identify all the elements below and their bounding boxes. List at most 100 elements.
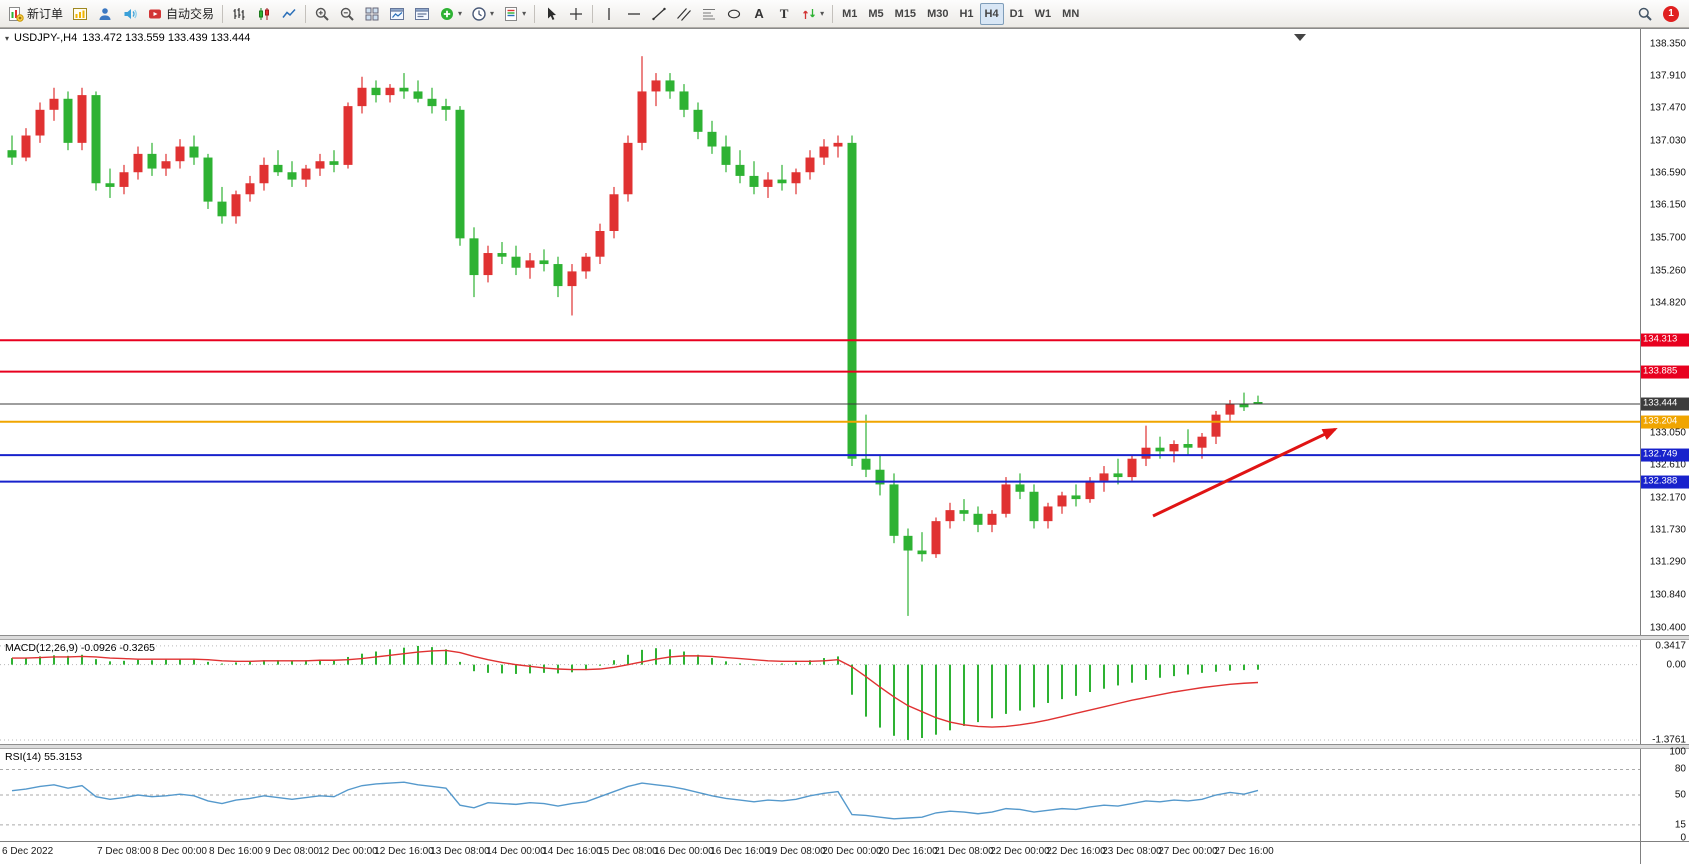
- timeframe-button-m30[interactable]: M30: [922, 3, 953, 25]
- horizontal-line-button[interactable]: [622, 3, 646, 25]
- charts-button[interactable]: [68, 3, 92, 25]
- text-label-button[interactable]: T: [772, 3, 796, 25]
- speaker-icon: [122, 6, 138, 22]
- chart-marker-icon: ▾: [5, 33, 10, 43]
- tile-windows-button[interactable]: [360, 3, 384, 25]
- crosshair-button[interactable]: [564, 3, 588, 25]
- price-tick: 135.260: [1649, 265, 1686, 277]
- fibonacci-button[interactable]: [697, 3, 721, 25]
- macd-label: MACD(12,26,9) -0.0926 -0.3265: [5, 642, 155, 654]
- price-badge: 132.749: [1641, 448, 1689, 462]
- rsi-chart: [0, 768, 1640, 826]
- timeframe-button-d1[interactable]: D1: [1005, 3, 1029, 25]
- chart-title: ▾ USDJPY-,H4 133.472 133.559 133.439 133…: [5, 32, 250, 44]
- time-label: 20 Dec 00:00: [822, 846, 882, 857]
- time-label: 16 Dec 00:00: [654, 846, 714, 857]
- text-icon: A: [754, 6, 764, 21]
- horizontal-line-icon: [626, 6, 642, 22]
- line-chart-type-button[interactable]: [277, 3, 301, 25]
- zoom-in-button[interactable]: [310, 3, 334, 25]
- timeframe-button-m15[interactable]: M15: [890, 3, 921, 25]
- ohlc-values: 133.472 133.559 133.439 133.444: [82, 32, 251, 44]
- bar-chart-type-icon: [231, 6, 247, 22]
- price-tick: 130.840: [1649, 589, 1686, 601]
- time-label: 21 Dec 08:00: [934, 846, 994, 857]
- rsi-plot[interactable]: RSI(14) 55.3153: [0, 749, 1640, 841]
- time-label: 6 Dec 2022: [2, 846, 54, 857]
- price-badge: 133.444: [1641, 397, 1689, 411]
- arrows-icon: [801, 6, 817, 22]
- candlestick-chart: [0, 34, 1640, 616]
- indicators-button[interactable]: ▾: [435, 3, 466, 25]
- price-tick: 133.050: [1649, 427, 1686, 439]
- rsi-axis[interactable]: 100 80 50 15 0: [1640, 747, 1689, 844]
- arrows-button[interactable]: ▾: [797, 3, 828, 25]
- chart-profiles-icon: [414, 6, 430, 22]
- toolbar-separator: [222, 4, 224, 23]
- time-axis[interactable]: 6 Dec 2022 7 Dec 08:00 8 Dec 00:00 8 Dec 16…: [0, 841, 1689, 864]
- profile-icon: [97, 6, 113, 22]
- bar-chart-type-button[interactable]: [227, 3, 251, 25]
- timeframe-button-m1[interactable]: M1: [837, 3, 862, 25]
- new-order-label: 新订单: [27, 7, 64, 21]
- price-badge: 133.204: [1641, 415, 1689, 429]
- timeframe-button-h1[interactable]: H1: [954, 3, 978, 25]
- time-label: 15 Dec 08:00: [598, 846, 658, 857]
- main-chart-plot[interactable]: ▾ USDJPY-,H4 133.472 133.559 133.439 133…: [0, 29, 1640, 635]
- text-button[interactable]: A: [747, 3, 771, 25]
- time-label: 7 Dec 08:00: [97, 846, 151, 857]
- time-label: 9 Dec 08:00: [265, 846, 319, 857]
- auto-trading-button[interactable]: 自动交易: [143, 3, 218, 25]
- panel-divider[interactable]: [0, 635, 1689, 640]
- shapes-icon: [726, 6, 742, 22]
- rsi-tick: 0: [1680, 832, 1686, 844]
- periods-button[interactable]: ▾: [467, 3, 498, 25]
- price-tick: 137.470: [1649, 102, 1686, 114]
- time-label: 23 Dec 08:00: [1102, 846, 1162, 857]
- new-chart-icon: [389, 6, 405, 22]
- new-chart-button[interactable]: [385, 3, 409, 25]
- timeframe-button-m5[interactable]: M5: [863, 3, 888, 25]
- price-tick: 136.590: [1649, 167, 1686, 179]
- search-button[interactable]: [1633, 3, 1657, 25]
- shapes-button[interactable]: [722, 3, 746, 25]
- toolbar-separator: [592, 4, 594, 23]
- channel-button[interactable]: [672, 3, 696, 25]
- price-tick: 138.350: [1649, 38, 1686, 50]
- profile-button[interactable]: [93, 3, 117, 25]
- new-order-button[interactable]: 新订单: [4, 3, 67, 25]
- price-axis[interactable]: 138.350 137.910 137.470 137.030 136.590 136.1…: [1640, 29, 1689, 635]
- cursor-button[interactable]: [539, 3, 563, 25]
- candlestick-type-button[interactable]: [252, 3, 276, 25]
- timeframe-button-w1[interactable]: W1: [1030, 3, 1057, 25]
- zoom-out-icon: [339, 6, 355, 22]
- price-tick: 137.030: [1649, 135, 1686, 147]
- timeframe-button-h4[interactable]: H4: [979, 2, 1004, 25]
- auto-trading-label: 自动交易: [166, 7, 215, 21]
- price-badge: 134.313: [1641, 333, 1689, 347]
- templates-button[interactable]: ▾: [499, 3, 530, 25]
- macd-axis[interactable]: 0.3417 0.00 -1.3761: [1640, 640, 1689, 746]
- timeframe-button-mn[interactable]: MN: [1057, 3, 1084, 25]
- toolbar: 新订单 自动交易 ▾ ▾ ▾ A T ▾ M1 M5 M15 M30 H1 H4…: [0, 0, 1689, 28]
- time-label: 19 Dec 08:00: [766, 846, 826, 857]
- toolbar-separator: [534, 4, 536, 23]
- chart-profiles-button[interactable]: [410, 3, 434, 25]
- macd-tick: -1.3761: [1652, 734, 1686, 746]
- auto-trading-icon: [147, 6, 163, 22]
- panel-divider[interactable]: [0, 744, 1689, 749]
- rsi-label: RSI(14) 55.3153: [5, 751, 83, 763]
- time-label: 14 Dec 16:00: [542, 846, 602, 857]
- chevron-down-icon: ▾: [458, 8, 463, 18]
- templates-icon: [503, 6, 519, 22]
- chevron-down-icon: ▾: [820, 8, 825, 18]
- trendline-button[interactable]: [647, 3, 671, 25]
- sound-button[interactable]: [118, 3, 142, 25]
- macd-plot[interactable]: MACD(12,26,9) -0.0926 -0.3265: [0, 640, 1640, 744]
- macd-chart: [0, 645, 1640, 741]
- zoom-out-button[interactable]: [335, 3, 359, 25]
- time-label: 20 Dec 16:00: [878, 846, 938, 857]
- vertical-line-button[interactable]: [597, 3, 621, 25]
- toolbar-separator: [305, 4, 307, 23]
- notification-badge[interactable]: 1: [1663, 5, 1679, 22]
